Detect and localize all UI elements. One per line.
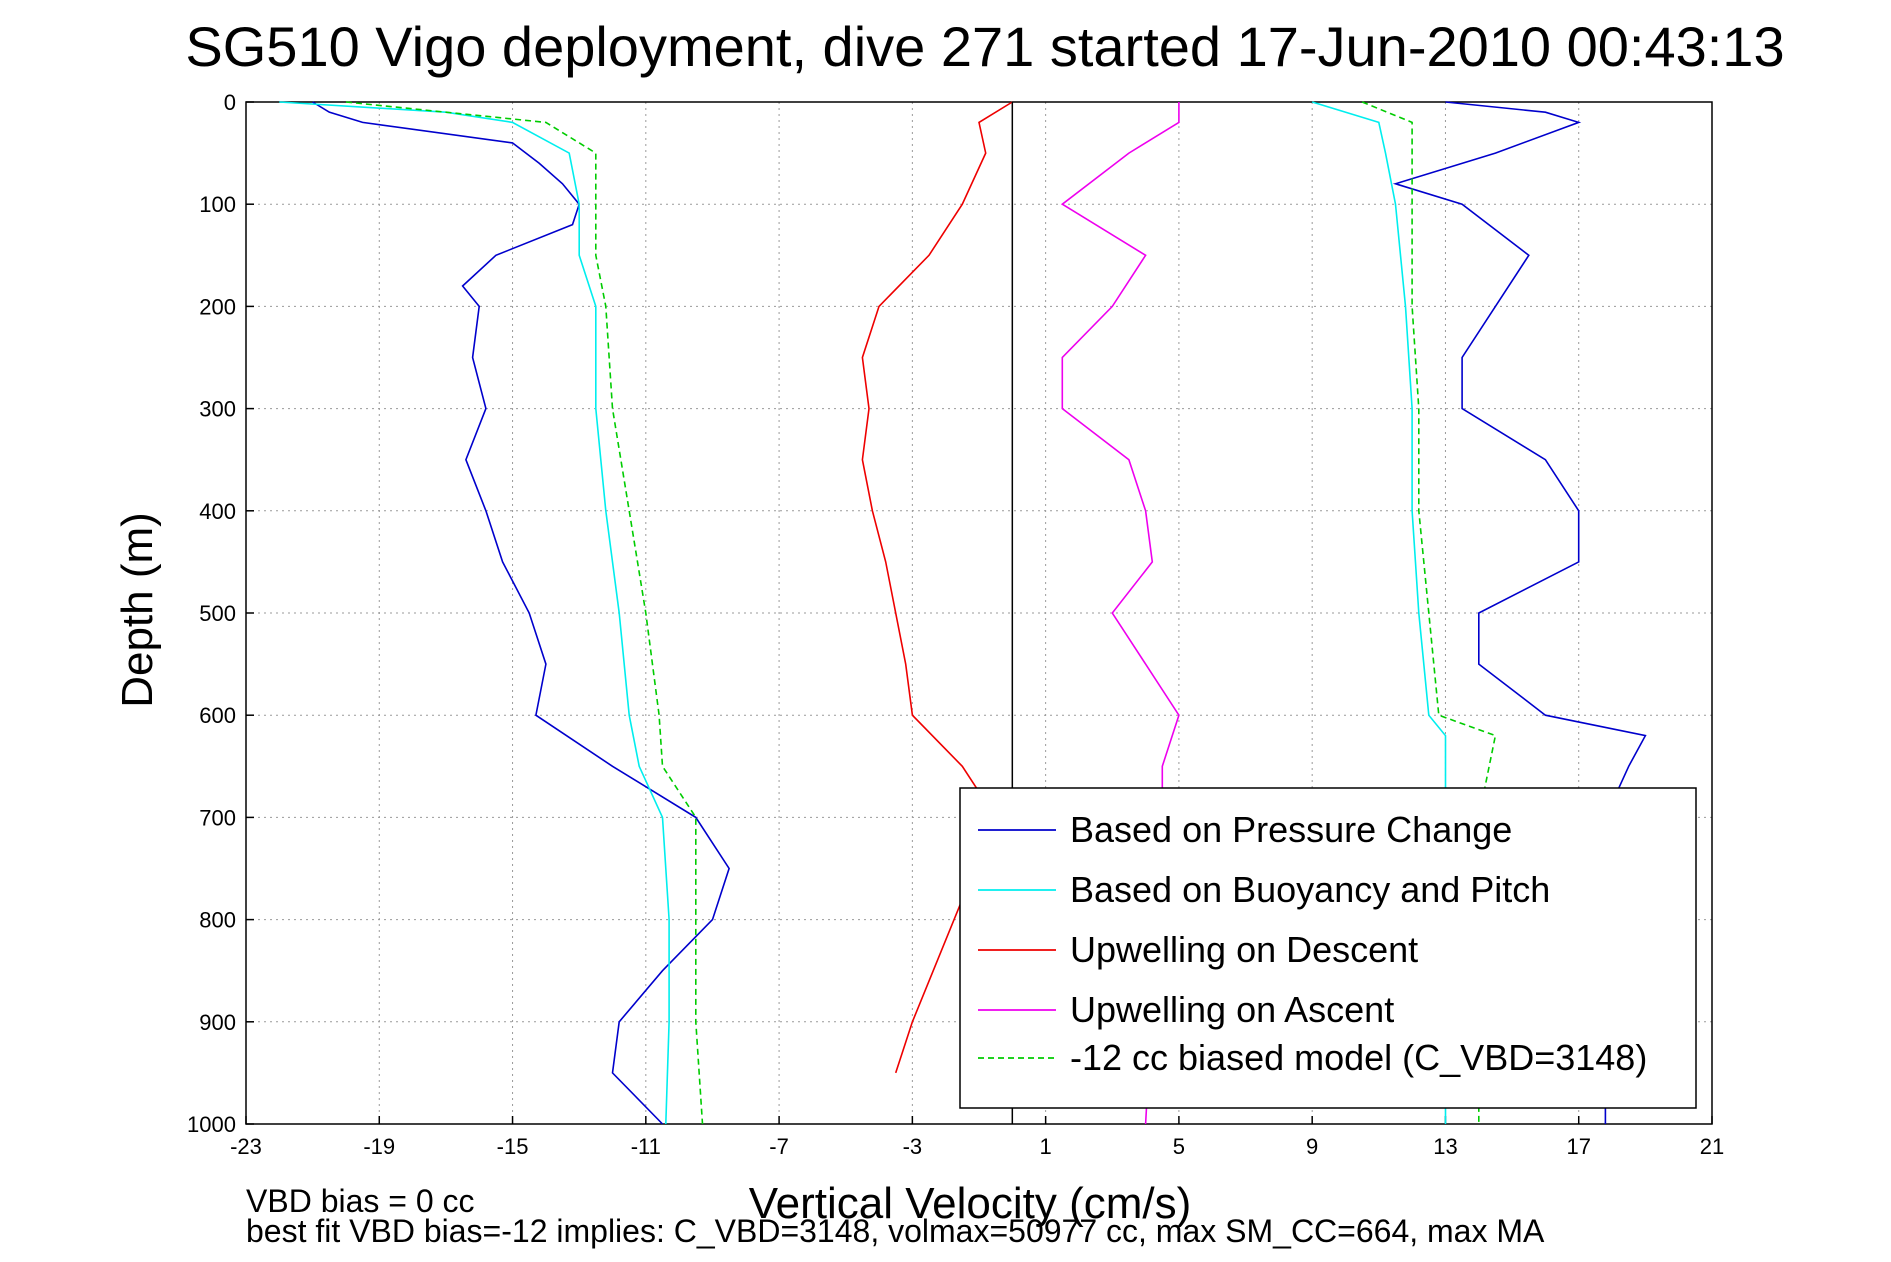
x-tick-label: -3 — [903, 1134, 923, 1159]
series-based-on-buoyancy-and-pitch-descent-line — [279, 101, 670, 1125]
series-based-on-pressure-change-ascent-line — [1392, 101, 1647, 1124]
y-tick-label: 200 — [199, 294, 236, 319]
y-tick-label: 700 — [199, 805, 236, 830]
y-axis-tick-labels: 0 100 200 300 400 500 600 700 800 900 1000 — [187, 90, 236, 1137]
legend-label: Upwelling on Descent — [1070, 929, 1418, 970]
y-tick-label: 600 — [199, 703, 236, 728]
legend-label: Upwelling on Ascent — [1070, 989, 1394, 1030]
series-based-on-buoyancy-and-pitch-ascent-line — [1311, 101, 1447, 1124]
x-tick-label: -11 — [631, 1134, 661, 1159]
series-12-cc-biased-model-c-vbd-3148-ascent-line — [1361, 101, 1497, 1124]
x-tick-label: 1 — [1040, 1134, 1052, 1159]
x-axis-label: Vertical Velocity (cm/s) — [749, 1179, 1192, 1228]
x-tick-label: 9 — [1306, 1134, 1318, 1159]
y-tick-label: 0 — [224, 90, 236, 115]
x-tick-label: 17 — [1566, 1134, 1590, 1159]
best-fit-vbd-note: best fit VBD bias=-12 implies: C_VBD=314… — [246, 1213, 1545, 1249]
y-tick-label: 900 — [199, 1010, 236, 1035]
series-upwelling-on-ascent-descent-line — [1060, 102, 1180, 1125]
x-axis-tick-labels: -23 -19 -15 -11 -7 -3 1 5 9 13 17 21 — [230, 1134, 1724, 1159]
chart-legend: Based on Pressure Change Based on Buoyanc… — [959, 787, 1697, 1109]
series-based-on-pressure-change-descent-line — [312, 101, 730, 1125]
y-tick-label: 1000 — [187, 1112, 236, 1137]
legend-box — [959, 787, 1697, 1109]
series-12-cc-biased-model-c-vbd-3148-descent-line — [345, 101, 704, 1125]
series-upwelling-on-descent-descent-line — [861, 101, 1013, 1074]
chart-title: SG510 Vigo deployment, dive 271 started … — [185, 15, 1784, 78]
plot-area-frame — [245, 101, 1713, 1125]
legend-label: Based on Pressure Change — [1070, 809, 1512, 850]
x-tick-label: -7 — [769, 1134, 789, 1159]
y-tick-label: 500 — [199, 601, 236, 626]
y-tick-label: 800 — [199, 908, 236, 933]
legend-label: -12 cc biased model (C_VBD=3148) — [1070, 1037, 1647, 1078]
x-tick-label: -15 — [497, 1134, 529, 1159]
x-tick-label: -23 — [230, 1134, 262, 1159]
x-tick-label: 5 — [1173, 1134, 1185, 1159]
y-axis-label: Depth (m) — [113, 512, 162, 708]
y-tick-label: 400 — [199, 499, 236, 524]
y-tick-label: 100 — [199, 192, 236, 217]
y-tick-label: 300 — [199, 397, 236, 422]
legend-label: Based on Buoyancy and Pitch — [1070, 869, 1550, 910]
x-tick-label: 21 — [1700, 1134, 1724, 1159]
series-layer — [279, 101, 1647, 1125]
vbd-bias-note: VBD bias = 0 cc — [246, 1183, 475, 1219]
x-tick-label: 13 — [1433, 1134, 1457, 1159]
x-tick-label: -19 — [363, 1134, 395, 1159]
